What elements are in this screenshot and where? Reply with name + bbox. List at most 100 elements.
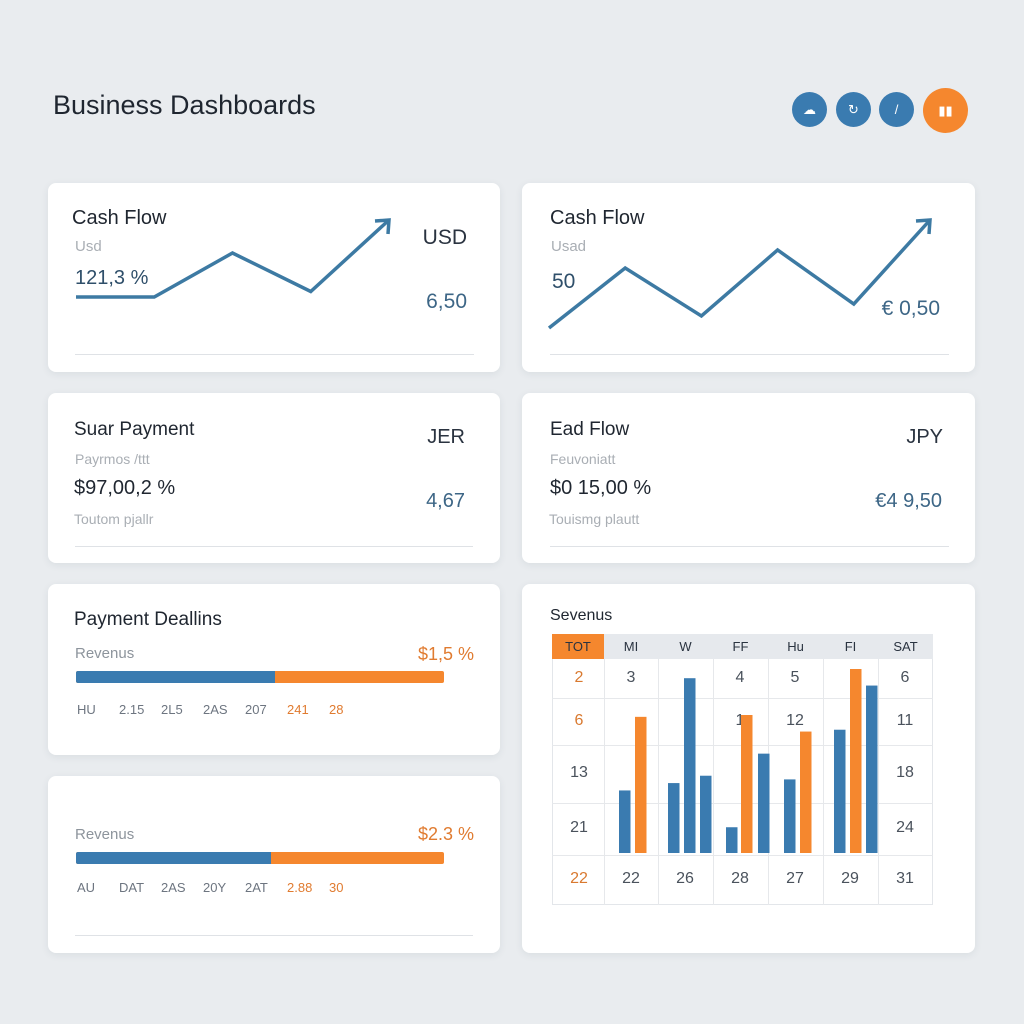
revenue-bar-fill xyxy=(76,852,272,864)
revenue-label: Revenus xyxy=(75,826,135,843)
card-value: 50 xyxy=(552,270,576,293)
currency-label: JER xyxy=(427,426,465,448)
bar-tick: 2.15 xyxy=(119,702,145,717)
bar-tick: DAT xyxy=(119,880,145,895)
bar-tick: 2AT xyxy=(245,880,268,895)
calendar-date[interactable]: 24 xyxy=(896,819,914,836)
calendar-date[interactable]: 12 xyxy=(786,711,804,729)
calendar-date[interactable]: 1 xyxy=(735,711,745,729)
calendar-date[interactable]: 6 xyxy=(574,711,584,729)
calendar-date[interactable]: 26 xyxy=(676,870,694,887)
bar-tick: AU xyxy=(77,880,96,895)
payment-deals-card: Payment Deallins Revenus $1,5 % HU 2.15 2L… xyxy=(48,584,500,755)
calendar-date[interactable]: 21 xyxy=(570,819,588,836)
card-amount: €4 9,50 xyxy=(875,490,942,512)
grid-line xyxy=(552,745,933,746)
calendar-day-header: FI xyxy=(823,634,878,659)
currency-label: JPY xyxy=(906,426,943,448)
calendar-date[interactable]: 13 xyxy=(570,764,588,781)
calendar-date[interactable]: 27 xyxy=(786,870,804,887)
cloud-icon: ☁ xyxy=(803,101,816,117)
grid-line xyxy=(878,659,879,905)
calendar-day-header: Hu xyxy=(768,634,823,659)
grid-line xyxy=(823,659,824,905)
calendar-date[interactable]: 18 xyxy=(896,764,914,781)
calendar-date[interactable]: 3 xyxy=(626,668,636,686)
revenue-card: Revenus $2.3 % AU DAT 2AS 20Y 2AT 2.88 30 xyxy=(48,776,500,953)
cloud-button[interactable]: ☁ xyxy=(792,92,827,127)
bar-tick: 20Y xyxy=(203,880,227,895)
calendar-date[interactable]: 5 xyxy=(790,668,800,686)
bar-tick: 2L5 xyxy=(161,702,183,717)
revenue-bar xyxy=(76,671,444,683)
calendar-day-header: W xyxy=(658,634,713,659)
page-title: Business Dashboards xyxy=(53,90,316,120)
bar-tick: 28 xyxy=(329,702,344,717)
card-note: Toutom pjallr xyxy=(74,511,154,527)
grid-line xyxy=(552,803,933,804)
grid-line xyxy=(658,659,659,905)
revenue-bar-fill xyxy=(76,671,275,683)
calendar-date[interactable]: 29 xyxy=(841,870,859,887)
grid-line xyxy=(552,698,933,699)
card-title: Payment Deallins xyxy=(74,609,222,630)
grid-button[interactable]: ▮▮ xyxy=(923,88,968,133)
card-value: $0 15,00 % xyxy=(550,477,652,499)
bar-tick: 30 xyxy=(329,880,344,895)
card-title: Cash Flow xyxy=(72,207,167,229)
bar-tick: 2AS xyxy=(203,702,228,717)
divider xyxy=(550,354,949,355)
calendar-date[interactable]: 31 xyxy=(896,870,914,887)
calendar-date[interactable]: 11 xyxy=(896,711,914,729)
grid-line xyxy=(552,855,933,856)
card-value: $97,00,2 % xyxy=(74,477,176,499)
cash-flow-card: Cash Flow Usd 121,3 % USD 6,50 xyxy=(48,183,500,372)
grid-line xyxy=(768,659,769,905)
revenue-label: Revenus xyxy=(75,645,135,662)
calendar-day-header: SAT xyxy=(878,634,933,659)
revenue-amount: $2.3 % xyxy=(417,824,474,844)
divider xyxy=(75,935,473,936)
run-icon: ↻ xyxy=(848,101,859,117)
cash-flow-card-2: Cash Flow Usad 50 € 0,50 xyxy=(522,183,975,372)
card-amount: € 0,50 xyxy=(881,297,940,320)
calendar-date[interactable]: 6 xyxy=(900,668,910,686)
card-note: Touismg plautt xyxy=(549,511,640,527)
divider xyxy=(75,354,474,355)
ead-flow-card: Ead Flow Feuvoniatt $0 15,00 % Touismg p… xyxy=(522,393,975,563)
calendar-day-header: MI xyxy=(604,634,658,659)
card-subtitle: Usd xyxy=(75,238,102,255)
card-subtitle: Usad xyxy=(551,238,587,255)
card-value: 121,3 % xyxy=(75,267,149,289)
calendar-date[interactable]: 22 xyxy=(622,870,640,887)
chevron-right-button[interactable]: / xyxy=(879,92,914,127)
calendar-date[interactable]: 2 xyxy=(574,668,584,686)
grid-icon: ▮▮ xyxy=(938,102,953,118)
calendar-day-header: FF xyxy=(713,634,768,659)
bar-tick: HU xyxy=(77,702,96,717)
grid-line xyxy=(604,659,605,905)
card-subtitle: Payrmos /ttt xyxy=(75,451,150,467)
card-title: Cash Flow xyxy=(550,207,645,229)
run-button[interactable]: ↻ xyxy=(836,92,871,127)
card-subtitle: Feuvoniatt xyxy=(550,451,616,467)
revenue-bar xyxy=(76,852,444,864)
card-amount: 4,67 xyxy=(426,490,465,512)
revenue-amount: $1,5 % xyxy=(417,644,474,664)
calendar-date[interactable]: 4 xyxy=(735,668,745,686)
calendar-day-header: TOT xyxy=(552,634,604,659)
calendar-date[interactable]: 22 xyxy=(570,870,588,887)
card-title: Suar Payment xyxy=(74,419,195,440)
card-amount: 6,50 xyxy=(426,290,467,313)
currency-label: USD xyxy=(422,226,467,249)
bar-tick: 2AS xyxy=(161,880,186,895)
card-title: Sevenus xyxy=(550,607,613,624)
divider xyxy=(550,546,949,547)
bar-tick: 2.88 xyxy=(287,880,313,895)
divider xyxy=(75,546,473,547)
bar-tick: 207 xyxy=(245,702,267,717)
payment-card: Suar Payment Payrmos /ttt $97,00,2 % Tou… xyxy=(48,393,500,563)
calendar-date[interactable]: 28 xyxy=(731,870,749,887)
bar-tick: 241 xyxy=(287,702,309,717)
chevron-right-icon: / xyxy=(894,102,899,117)
